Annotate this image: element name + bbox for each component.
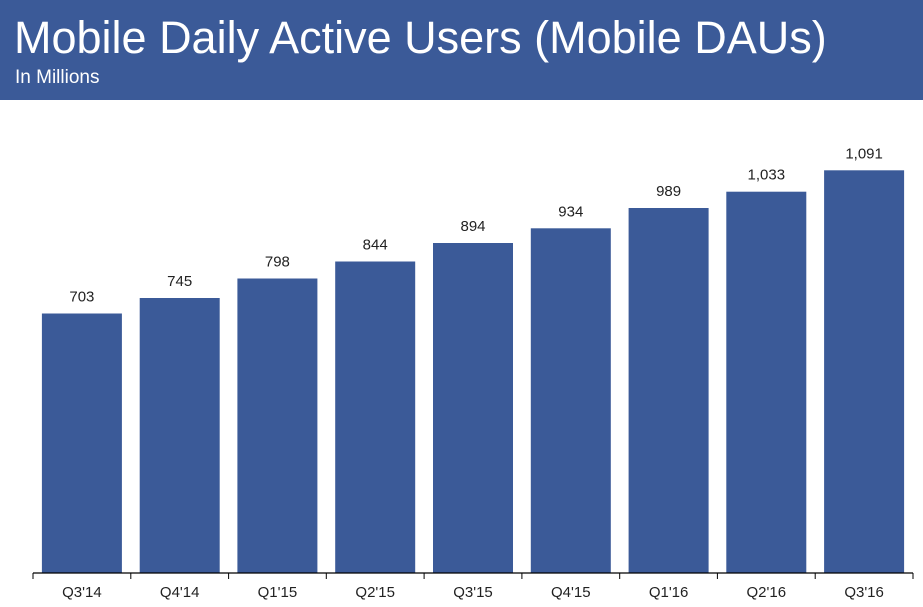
data-label: 745 bbox=[167, 273, 192, 290]
x-tick-label: Q3'16 bbox=[844, 584, 884, 601]
bars-group bbox=[41, 170, 905, 574]
x-tick-label: Q4'15 bbox=[551, 584, 591, 601]
data-label: 1,091 bbox=[845, 145, 883, 162]
data-label: 894 bbox=[460, 218, 485, 235]
chart-title: Mobile Daily Active Users (Mobile DAUs) bbox=[14, 12, 827, 63]
bar bbox=[335, 261, 416, 573]
data-label: 989 bbox=[656, 183, 681, 200]
x-tick-label: Q2'15 bbox=[355, 584, 395, 601]
bar bbox=[237, 278, 318, 573]
bar bbox=[530, 228, 611, 574]
bar bbox=[726, 191, 807, 573]
header-banner: Mobile Daily Active Users (Mobile DAUs) … bbox=[0, 0, 923, 100]
bar bbox=[433, 243, 513, 573]
data-label: 934 bbox=[558, 203, 583, 220]
bar bbox=[41, 313, 122, 573]
x-tick-label: Q1'15 bbox=[258, 584, 298, 601]
x-tick-label: Q4'14 bbox=[160, 584, 200, 601]
x-axis-tick-labels-group: Q3'14 Q4'14 Q1'15 Q2'15 Q3'15 Q4'15 Q1'16 Q2'16… bbox=[62, 584, 884, 601]
bar bbox=[628, 208, 709, 573]
bar bbox=[824, 170, 905, 574]
x-tick-label: Q3'14 bbox=[62, 584, 102, 601]
data-label: 1,033 bbox=[748, 167, 786, 184]
data-label: 844 bbox=[363, 237, 388, 254]
bar bbox=[139, 298, 220, 573]
x-tick-label: Q1'16 bbox=[649, 584, 689, 601]
data-label: 798 bbox=[265, 254, 290, 271]
x-axis-ticks-group bbox=[32, 573, 914, 579]
data-labels-group: 703 745 798 844 894 934 989 1,033 1,091 bbox=[69, 145, 882, 305]
x-tick-label: Q2'16 bbox=[747, 584, 787, 601]
x-tick-label: Q3'15 bbox=[453, 584, 493, 601]
chart-subtitle: In Millions bbox=[15, 67, 100, 88]
data-label: 703 bbox=[69, 289, 94, 306]
